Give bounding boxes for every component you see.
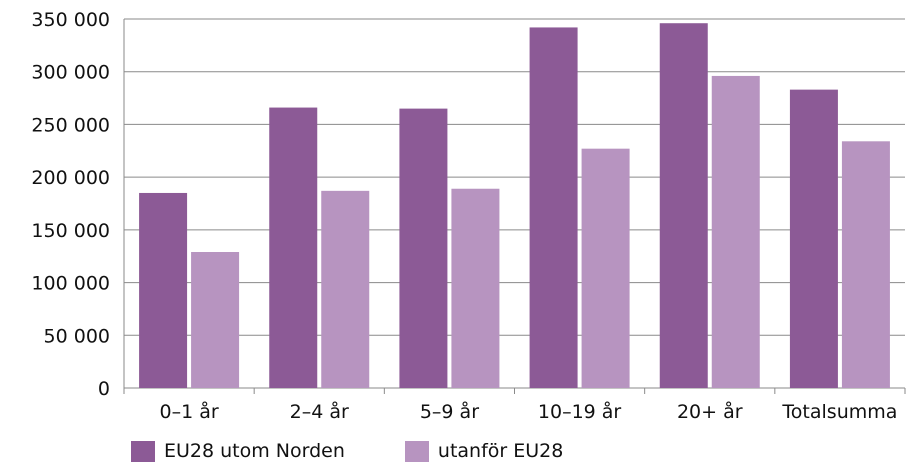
bar-series-1-cat-2 bbox=[269, 107, 318, 388]
y-tick-label-5: 250 000 bbox=[31, 114, 110, 136]
y-tick-label-4: 200 000 bbox=[31, 167, 110, 189]
bar-series-2-cat-3 bbox=[451, 188, 500, 388]
y-tick-label-1: 50 000 bbox=[44, 325, 110, 347]
bar-series-2-cat-1 bbox=[191, 251, 240, 388]
legend-item-series-1: EU28 utom Norden bbox=[131, 440, 345, 462]
bar-series-1-cat-3 bbox=[399, 108, 448, 388]
bar-series-1-cat-1 bbox=[139, 192, 188, 388]
x-tick-label-1: 0–1 år bbox=[159, 400, 218, 423]
x-tick-label-5: 20+ år bbox=[677, 400, 743, 423]
legend-swatch-series-2 bbox=[404, 440, 429, 462]
y-tick-label-7: 350 000 bbox=[31, 9, 110, 31]
bar-series-1-cat-4 bbox=[529, 27, 578, 388]
y-tick-label-0: 0 bbox=[98, 378, 110, 400]
axes bbox=[123, 19, 906, 394]
bar-chart: 0 50 000 100 000 150 000 200 000 250 000 300 0… bbox=[31, 9, 906, 423]
bar-series-1-cat-5 bbox=[659, 23, 708, 389]
bar-series-1-cat-6 bbox=[789, 89, 838, 388]
bar-series-2-cat-5 bbox=[711, 75, 760, 388]
legend-swatch-series-1 bbox=[131, 440, 155, 462]
gridlines bbox=[124, 18, 905, 336]
legend-label-series-1: EU28 utom Norden bbox=[164, 440, 345, 462]
x-tick-label-3: 5–9 år bbox=[420, 400, 479, 423]
x-tick-label-2: 2–4 år bbox=[290, 400, 349, 423]
bars bbox=[139, 23, 890, 389]
legend: EU28 utom Norden utanför EU28 bbox=[131, 440, 563, 462]
bar-series-2-cat-6 bbox=[841, 141, 890, 388]
tick-labels: 0 50 000 100 000 150 000 200 000 250 000 300 0… bbox=[31, 9, 897, 423]
y-tick-label-3: 150 000 bbox=[31, 220, 110, 242]
bar-series-2-cat-2 bbox=[321, 190, 370, 388]
y-tick-label-2: 100 000 bbox=[31, 273, 110, 295]
y-tick-label-6: 300 000 bbox=[31, 62, 110, 84]
x-tick-label-6: Totalsumma bbox=[781, 401, 897, 423]
legend-label-series-2: utanför EU28 bbox=[437, 440, 564, 462]
bar-series-2-cat-4 bbox=[581, 148, 630, 388]
x-tick-label-4: 10–19 år bbox=[538, 400, 622, 423]
legend-item-series-2: utanför EU28 bbox=[404, 440, 564, 462]
